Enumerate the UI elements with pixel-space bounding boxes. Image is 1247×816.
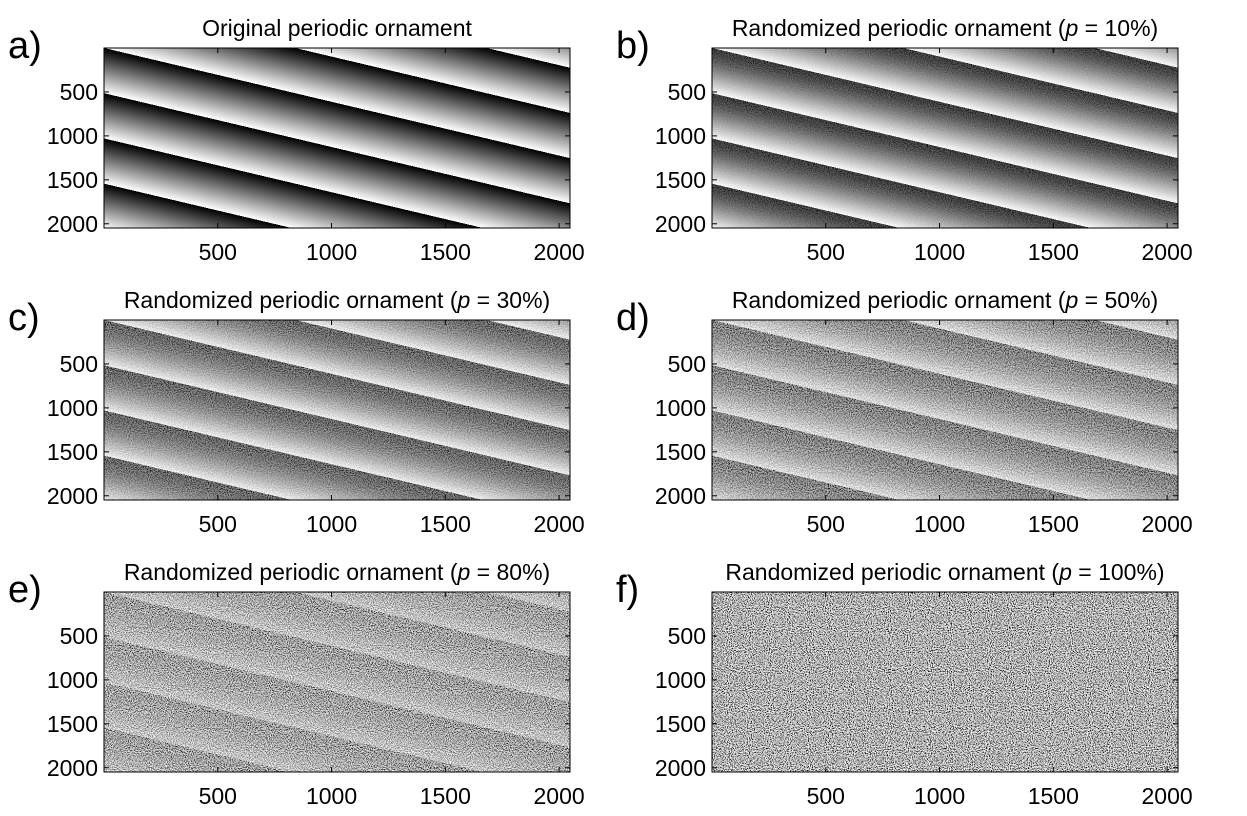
panel-title: Original periodic ornament	[202, 15, 472, 41]
y-tick-label: 500	[60, 623, 98, 649]
y-tick-label: 1000	[655, 395, 706, 421]
axes-frame	[103, 47, 571, 229]
title-part: p	[1058, 559, 1072, 585]
panel-label: b)	[616, 25, 650, 67]
x-tick-label: 1000	[306, 511, 357, 537]
title-part: p	[1064, 15, 1078, 41]
title-part: p	[1064, 287, 1078, 313]
y-tick-label: 1500	[655, 167, 706, 193]
panel-title: Randomized periodic ornament (p = 80%)	[124, 559, 550, 585]
x-tick-label: 2000	[1141, 783, 1192, 809]
y-tick-label: 1000	[47, 123, 98, 149]
y-tick-label: 2000	[655, 483, 706, 509]
y-tick-label: 1500	[655, 711, 706, 737]
title-part: = 10%)	[1078, 15, 1158, 41]
x-tick-label: 1500	[1028, 239, 1079, 265]
panel-title: Randomized periodic ornament (p = 30%)	[124, 287, 550, 313]
x-tick-label: 500	[807, 511, 845, 537]
x-tick-label: 1000	[306, 239, 357, 265]
title-part: = 50%)	[1078, 287, 1158, 313]
y-tick-label: 2000	[47, 483, 98, 509]
panel-title: Randomized periodic ornament (p = 50%)	[732, 287, 1158, 313]
x-tick-label: 2000	[533, 239, 584, 265]
panel-title: Randomized periodic ornament (p = 10%)	[732, 15, 1158, 41]
y-tick-label: 500	[60, 351, 98, 377]
y-tick-label: 1000	[655, 667, 706, 693]
title-part: = 80%)	[470, 559, 550, 585]
panel-label: a)	[8, 25, 42, 67]
x-tick-label: 2000	[1141, 239, 1192, 265]
y-tick-label: 1000	[655, 123, 706, 149]
y-tick-label: 2000	[47, 755, 98, 781]
x-tick-label: 1500	[420, 239, 471, 265]
panel-label: f)	[616, 569, 639, 611]
ornament-image	[104, 48, 570, 228]
y-tick-label: 1500	[47, 439, 98, 465]
x-tick-label: 1000	[914, 511, 965, 537]
x-tick-label: 500	[199, 783, 237, 809]
x-tick-label: 1500	[1028, 511, 1079, 537]
axes-frame	[103, 319, 571, 501]
panel-label: d)	[616, 297, 650, 339]
y-tick-label: 2000	[655, 211, 706, 237]
y-tick-label: 1500	[655, 439, 706, 465]
x-tick-label: 1000	[914, 783, 965, 809]
x-tick-label: 500	[199, 511, 237, 537]
y-tick-label: 1500	[47, 167, 98, 193]
x-tick-label: 2000	[1141, 511, 1192, 537]
title-part: p	[456, 287, 470, 313]
title-part: p	[456, 559, 470, 585]
title-part: Randomized periodic ornament (	[732, 15, 1066, 41]
axes-frame	[711, 319, 1179, 501]
x-tick-label: 500	[807, 783, 845, 809]
y-tick-label: 500	[668, 623, 706, 649]
x-tick-label: 2000	[533, 511, 584, 537]
y-tick-label: 1500	[47, 711, 98, 737]
ornament-image	[104, 592, 570, 772]
panel-label: e)	[8, 569, 42, 611]
axes-frame	[711, 47, 1179, 229]
title-part: Original periodic ornament	[202, 15, 472, 41]
y-tick-label: 1000	[47, 395, 98, 421]
x-tick-label: 500	[807, 239, 845, 265]
y-tick-label: 1000	[47, 667, 98, 693]
y-tick-label: 2000	[47, 211, 98, 237]
x-tick-label: 500	[199, 239, 237, 265]
axes-frame	[711, 591, 1179, 773]
x-tick-label: 1500	[1028, 783, 1079, 809]
title-part: Randomized periodic ornament (	[725, 559, 1059, 585]
x-tick-label: 2000	[533, 783, 584, 809]
title-part: Randomized periodic ornament (	[124, 287, 458, 313]
ornament-image	[712, 320, 1178, 500]
x-tick-label: 1500	[420, 783, 471, 809]
x-tick-label: 1000	[914, 239, 965, 265]
x-tick-label: 1500	[420, 511, 471, 537]
y-tick-label: 500	[60, 79, 98, 105]
y-tick-label: 2000	[655, 755, 706, 781]
x-tick-label: 1000	[306, 783, 357, 809]
title-part: = 100%)	[1072, 559, 1165, 585]
ornament-image	[712, 48, 1178, 228]
title-part: = 30%)	[470, 287, 550, 313]
axes-frame	[103, 591, 571, 773]
ornament-image	[104, 320, 570, 500]
ornament-image	[712, 592, 1178, 772]
panel-title: Randomized periodic ornament (p = 100%)	[725, 559, 1164, 585]
y-tick-label: 500	[668, 351, 706, 377]
title-part: Randomized periodic ornament (	[732, 287, 1066, 313]
y-tick-label: 500	[668, 79, 706, 105]
title-part: Randomized periodic ornament (	[124, 559, 458, 585]
panel-label: c)	[8, 297, 40, 339]
